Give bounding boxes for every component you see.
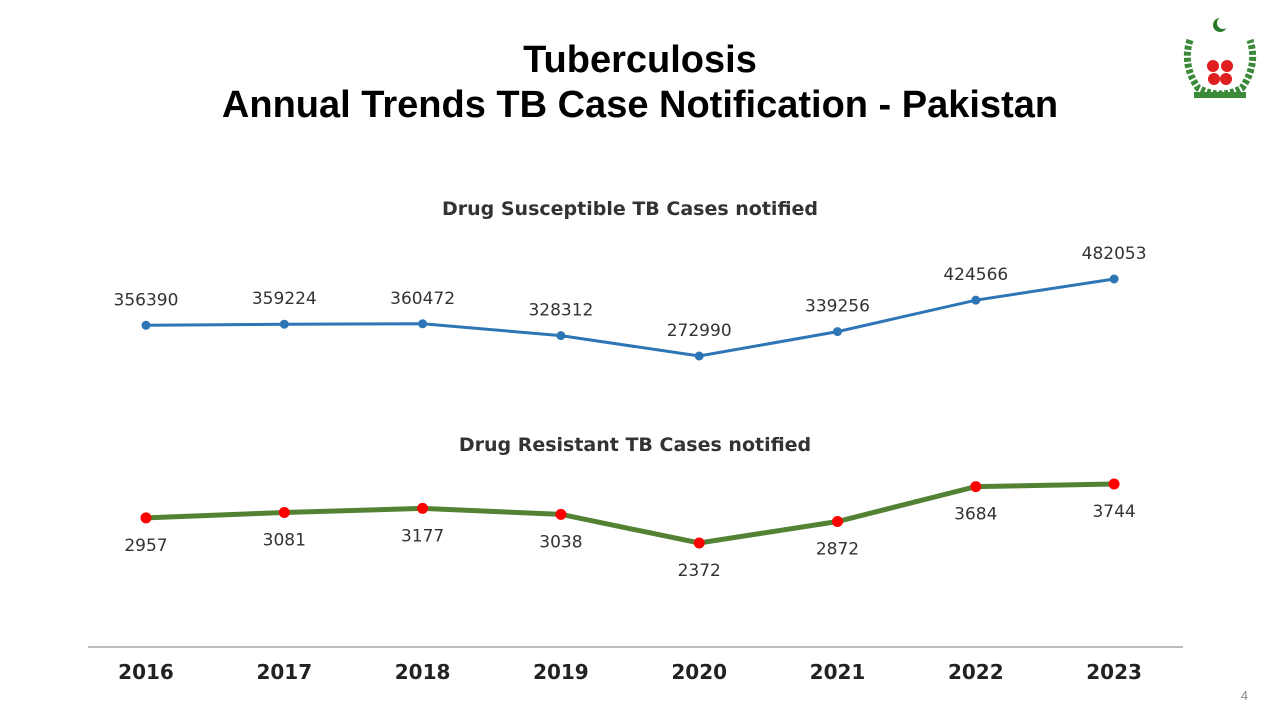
- x-tick-label: 2020: [671, 660, 727, 684]
- dr-data-label: 3177: [401, 526, 444, 546]
- ds-point-2020: [694, 351, 704, 361]
- dr-point-2018: [417, 502, 429, 514]
- x-tick-label: 2022: [948, 660, 1004, 684]
- dr-point-2020: [693, 537, 705, 549]
- ds-point-2019: [556, 331, 566, 341]
- ds-data-label: 339256: [805, 297, 870, 317]
- dr-data-label: 3038: [539, 532, 582, 552]
- ds-data-label: 482053: [1082, 244, 1147, 264]
- page-number: 4: [1240, 688, 1248, 703]
- logo: [1183, 17, 1257, 98]
- x-tick-label: 2019: [533, 660, 589, 684]
- ds-point-2018: [418, 319, 428, 329]
- ds-series-line: [145, 277, 1115, 358]
- ds-data-label: 359224: [252, 289, 317, 309]
- x-tick-label: 2018: [395, 660, 451, 684]
- ds-data-label: 328312: [528, 301, 593, 321]
- ds-point-2022: [971, 295, 981, 305]
- dr-data-label: 3081: [263, 531, 306, 551]
- dr-data-label: 3684: [954, 505, 997, 525]
- x-tick-label: 2023: [1086, 660, 1142, 684]
- dr-data-label: 2957: [124, 536, 167, 556]
- dr-data-label: 2872: [816, 540, 859, 560]
- ds-data-label: 272990: [667, 321, 732, 341]
- dr-point-2021: [832, 516, 843, 527]
- ds-point-2017: [279, 319, 289, 329]
- ds-point-2021: [833, 327, 842, 337]
- ds-chart-title: Drug Susceptible TB Cases notified: [442, 198, 818, 220]
- x-tick-label: 2016: [118, 660, 174, 684]
- dr-point-2016: [140, 512, 152, 524]
- ds-point-2016: [141, 320, 151, 330]
- x-tick-label: 2017: [256, 660, 312, 684]
- dr-point-2017: [278, 507, 290, 519]
- dr-point-2022: [970, 481, 982, 493]
- ds-data-label: 356390: [114, 290, 179, 310]
- x-tick-label: 2021: [810, 660, 866, 684]
- dr-series-line: [145, 481, 1115, 546]
- dr-point-2023: [1108, 478, 1120, 490]
- dr-point-2019: [555, 508, 567, 520]
- dr-chart-title: Drug Resistant TB Cases notified: [459, 434, 811, 456]
- slide-title-line1: Tuberculosis: [523, 39, 757, 81]
- ds-data-label: 360472: [390, 289, 455, 309]
- dr-data-label: 3744: [1092, 502, 1135, 522]
- slide-title-line2: Annual Trends TB Case Notification - Pak…: [221, 84, 1059, 126]
- ds-point-2023: [1109, 274, 1119, 284]
- dr-data-label: 2372: [678, 561, 721, 581]
- ds-data-label: 424566: [943, 265, 1008, 285]
